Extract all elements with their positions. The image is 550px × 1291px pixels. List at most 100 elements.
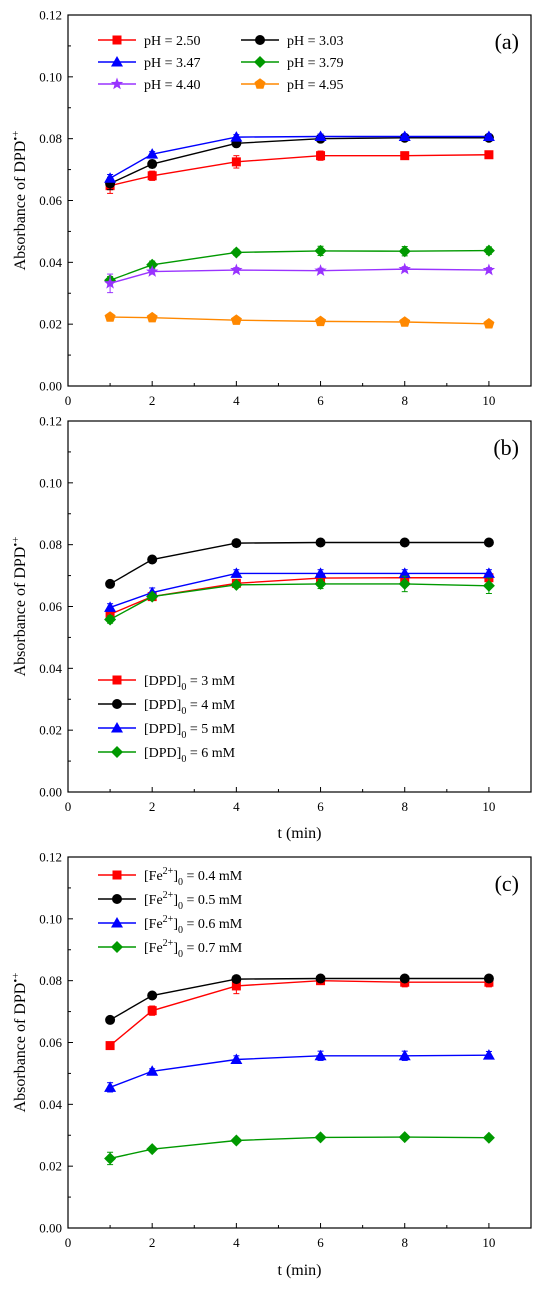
series-line [110, 316, 489, 325]
y-tick-label: 0.00 [39, 785, 62, 800]
legend: [DPD]0 = 3 mM [DPD]0 = 4 mM [DPD]0 = 5 mM [… [98, 674, 236, 765]
y-tick-label: 0.12 [39, 414, 62, 429]
data-point [316, 151, 326, 161]
data-point [314, 577, 327, 590]
data-point [315, 315, 327, 327]
chart-panel-2: 0 2 4 6 8 10 0.00 0.02 0.04 0.06 0.08 0.10 0.12 Absor… [10, 414, 532, 842]
y-axis-title: Absorbance of DPD•+ [10, 537, 29, 677]
legend-marker [111, 722, 123, 733]
y-tick-label: 0.08 [39, 537, 62, 552]
x-tick-label: 8 [401, 393, 408, 408]
legend-item: [Fe2+]0 = 0.6 mM [98, 914, 243, 936]
y-tick-label: 0.00 [39, 1221, 62, 1236]
data-point [146, 265, 159, 277]
data-point [146, 1065, 159, 1076]
data-point [314, 264, 327, 276]
data-point [230, 263, 243, 276]
data-point [314, 244, 327, 257]
legend: pH = 2.50 pH = 3.03 pH = 3.47 pH = 3.79 pH =… [98, 34, 344, 93]
legend-item: [DPD]0 = 3 mM [98, 674, 236, 693]
series-line [109, 268, 489, 285]
series-line [109, 137, 489, 185]
legend-marker [254, 78, 266, 89]
legend-item: pH = 3.03 [241, 34, 344, 49]
data-point [398, 245, 411, 258]
data-point [146, 590, 159, 603]
data-point [398, 262, 411, 275]
data-point [399, 316, 411, 327]
series-line [109, 577, 489, 615]
series-line [109, 154, 489, 187]
legend-label: [Fe2+]0 = 0.6 mM [144, 914, 243, 936]
y-tick-label: 0.02 [39, 1159, 62, 1174]
data-point [231, 538, 242, 549]
legend-label: [Fe2+]0 = 0.5 mM [144, 890, 243, 912]
series-5 [103, 262, 496, 294]
data-point [482, 130, 495, 142]
x-tick-label: 0 [65, 1235, 72, 1250]
data-point [398, 1049, 411, 1061]
data-point [314, 130, 327, 142]
legend-label: pH = 4.95 [287, 78, 344, 93]
data-point [314, 1131, 327, 1144]
data-point [483, 318, 495, 329]
legend-label: pH = 4.40 [144, 78, 201, 93]
legend-marker [112, 675, 122, 685]
y-tick-label: 0.08 [39, 131, 62, 146]
data-point [231, 157, 241, 167]
y-tick-label: 0.10 [39, 475, 62, 490]
y-tick-label: 0.02 [39, 723, 62, 738]
data-point [146, 311, 158, 323]
series-2 [105, 132, 494, 191]
legend-label: [DPD]0 = 4 mM [144, 698, 236, 717]
data-point [104, 172, 117, 183]
x-tick-label: 0 [65, 799, 72, 814]
x-tick-label: 10 [482, 1235, 495, 1250]
data-point [400, 151, 410, 161]
y-tick-label: 0.02 [39, 317, 62, 332]
legend: [Fe2+]0 = 0.4 mM[Fe2+]0 = 0.5 mM[Fe2+]0 … [98, 866, 243, 960]
y-tick-label: 0.10 [39, 911, 62, 926]
data-point [104, 311, 116, 322]
x-tick-label: 8 [401, 1235, 408, 1250]
x-axis-title: t (min) [278, 1262, 322, 1279]
series-2 [105, 537, 494, 589]
series-1 [105, 150, 494, 194]
series-line [109, 249, 489, 281]
legend-marker [112, 35, 122, 45]
legend-label: pH = 3.03 [287, 34, 344, 49]
legend-item: [DPD]0 = 4 mM [98, 698, 236, 717]
legend-marker [111, 917, 123, 928]
data-point [314, 1049, 327, 1061]
legend-label: [Fe2+]0 = 0.7 mM [144, 938, 243, 960]
x-tick-label: 4 [233, 1235, 240, 1250]
data-point [146, 258, 159, 271]
legend-label: pH = 2.50 [144, 34, 201, 49]
legend-label: [DPD]0 = 6 mM [144, 746, 236, 765]
x-tick-label: 6 [317, 1235, 324, 1250]
x-tick-label: 6 [317, 393, 324, 408]
legend-item: pH = 3.79 [241, 56, 344, 71]
series-3 [104, 130, 495, 183]
plot-frame [67, 420, 532, 793]
data-point [483, 973, 494, 984]
data-point [230, 567, 243, 578]
data-point [147, 554, 158, 565]
series-line [109, 541, 489, 585]
series-1 [105, 573, 494, 620]
x-tick-label: 4 [233, 799, 240, 814]
series-line [109, 572, 489, 609]
series-line [109, 1136, 489, 1160]
legend-item: [Fe2+]0 = 0.5 mM [98, 890, 243, 912]
series-6 [104, 311, 495, 329]
x-axis-title: t (min) [278, 825, 322, 842]
y-tick-label: 0.12 [39, 850, 62, 865]
data-point [147, 159, 158, 170]
data-point [314, 567, 327, 578]
x-tick-label: 10 [482, 393, 495, 408]
x-tick-label: 2 [149, 393, 156, 408]
data-point [315, 537, 326, 548]
legend-label: [Fe2+]0 = 0.4 mM [144, 866, 243, 888]
plot-frame [67, 856, 532, 1229]
